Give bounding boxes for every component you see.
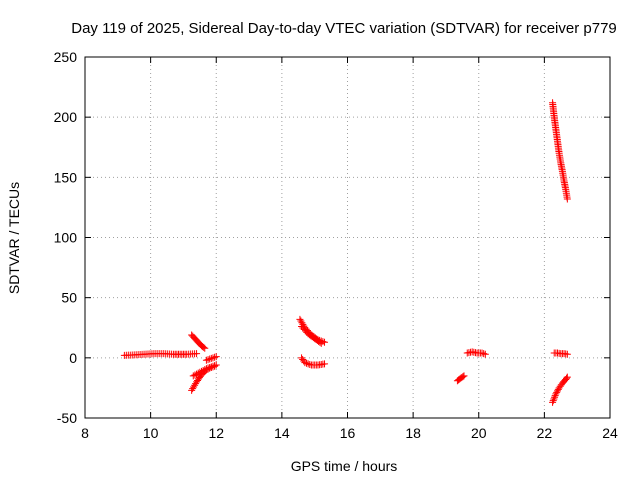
data-point — [194, 369, 202, 377]
x-tick-label: 8 — [81, 425, 89, 441]
y-tick-label: 150 — [54, 169, 78, 185]
data-point — [206, 363, 214, 371]
data-point — [204, 356, 212, 364]
y-tick-label: 200 — [54, 109, 78, 125]
data-point — [206, 355, 214, 363]
data-point — [563, 373, 571, 381]
data-point — [193, 350, 201, 358]
data-point — [480, 350, 488, 358]
series-arc-5 — [202, 353, 220, 364]
data-point — [201, 366, 209, 374]
series-arc-6 — [296, 315, 329, 346]
series-arc-13 — [550, 349, 571, 358]
data-point — [193, 370, 201, 378]
data-point — [209, 354, 217, 362]
data-point — [201, 344, 209, 352]
y-axis-label: SDTVAR / TECUs — [6, 182, 22, 294]
data-point — [478, 349, 486, 357]
data-point — [202, 365, 210, 373]
data-point — [202, 356, 210, 364]
x-axis-label: GPS time / hours — [291, 458, 398, 474]
x-tick-label: 16 — [340, 425, 356, 441]
data-point — [563, 374, 571, 382]
data-point — [549, 397, 557, 405]
y-tick-label: 100 — [54, 230, 78, 246]
data-point — [197, 367, 205, 375]
data-point — [200, 343, 208, 351]
series-arc-4 — [189, 361, 220, 380]
series-arc-10 — [463, 348, 489, 358]
y-tick-label: -50 — [57, 410, 77, 426]
data-point — [196, 368, 204, 376]
data-point — [554, 387, 561, 395]
data-point — [207, 354, 215, 362]
data-points — [120, 99, 571, 406]
y-tick-label: 0 — [69, 350, 77, 366]
data-point — [211, 353, 219, 361]
data-point — [302, 359, 310, 367]
x-tick-label: 10 — [143, 425, 159, 441]
data-point — [551, 392, 559, 400]
data-point — [301, 359, 309, 367]
data-point — [212, 353, 220, 361]
data-point — [316, 338, 324, 346]
x-tick-label: 18 — [405, 425, 421, 441]
data-point — [212, 361, 220, 369]
series-arc-11 — [549, 99, 571, 203]
x-tick-label: 12 — [208, 425, 224, 441]
data-point — [211, 362, 219, 370]
y-tick-label: 50 — [61, 290, 77, 306]
data-point — [563, 195, 571, 203]
series-arc-12 — [549, 373, 571, 406]
data-point — [549, 398, 557, 406]
series-arc-9 — [453, 372, 468, 385]
data-point — [321, 360, 329, 368]
data-point — [199, 366, 207, 374]
x-tick-label: 24 — [602, 425, 618, 441]
data-point — [551, 393, 559, 401]
series-arc-2 — [188, 331, 209, 352]
data-point — [209, 362, 217, 370]
data-point — [306, 360, 314, 368]
data-point — [481, 350, 489, 358]
series-arc-1 — [120, 350, 201, 359]
data-point — [317, 339, 325, 347]
x-tick-label: 22 — [537, 425, 553, 441]
data-point — [550, 395, 558, 403]
series-arc-7 — [298, 323, 325, 347]
x-tick-label: 14 — [274, 425, 290, 441]
y-tick-label: 250 — [54, 49, 78, 65]
data-point — [191, 371, 199, 379]
data-point — [207, 363, 215, 371]
chart-title: Day 119 of 2025, Sidereal Day-to-day VTE… — [71, 20, 617, 37]
data-point — [204, 364, 212, 372]
data-point — [189, 372, 197, 380]
axis-ticks: 8 10 12 14 16 18 20 22 24 -50 0 50 100 150 200 250 — [54, 49, 618, 441]
data-point — [304, 360, 312, 368]
series-arc-8 — [298, 354, 329, 369]
x-tick-label: 20 — [471, 425, 487, 441]
data-point — [563, 350, 571, 358]
grid-lines — [85, 57, 610, 418]
data-point — [460, 372, 468, 380]
data-point — [553, 388, 561, 396]
data-point — [459, 373, 467, 381]
data-point — [552, 390, 560, 398]
